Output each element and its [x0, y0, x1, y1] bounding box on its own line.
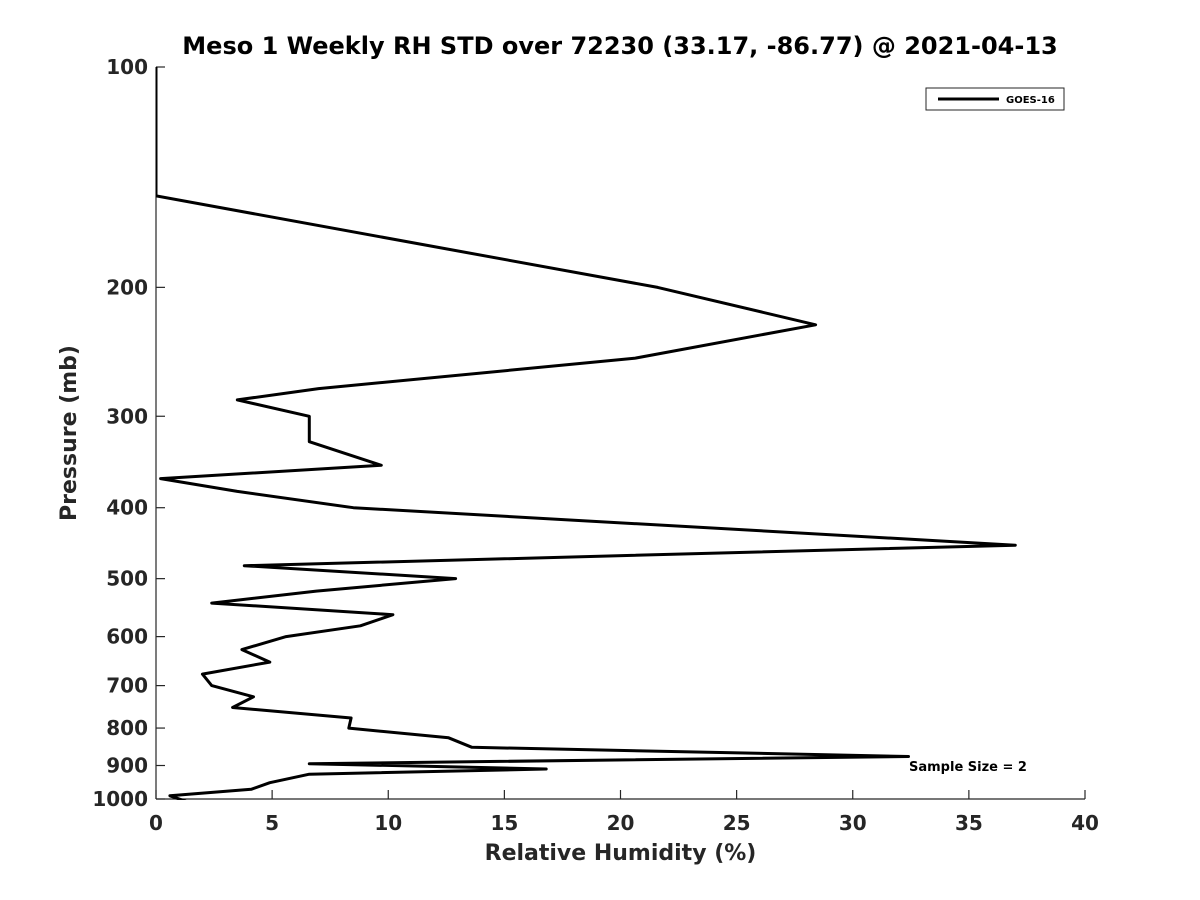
- y-tick-label: 500: [106, 567, 148, 591]
- y-tick-label: 700: [106, 674, 148, 698]
- x-tick-label: 15: [490, 811, 518, 835]
- x-axis-label: Relative Humidity (%): [485, 841, 757, 866]
- chart-title: Meso 1 Weekly RH STD over 72230 (33.17, …: [182, 32, 1057, 60]
- sample-size-annotation: Sample Size = 2: [909, 760, 1027, 775]
- x-tick-label: 40: [1071, 811, 1099, 835]
- y-tick-label: 400: [106, 496, 148, 520]
- y-tick-label: 1000: [92, 787, 148, 811]
- series-line-goes-16: [156, 67, 1017, 800]
- y-tick-label: 300: [106, 404, 148, 428]
- legend: GOES-16: [925, 87, 1065, 111]
- y-tick-label: 800: [106, 716, 148, 740]
- legend-label: GOES-16: [1006, 95, 1055, 106]
- series-layer: [156, 67, 1017, 800]
- x-tick-label: 30: [839, 811, 867, 835]
- x-tick-label: 35: [955, 811, 983, 835]
- y-tick-label: 200: [106, 275, 148, 299]
- y-tick-label: 100: [106, 55, 148, 79]
- y-tick-label: 600: [106, 625, 148, 649]
- y-tick-label: 900: [106, 754, 148, 778]
- axes: 0 5 10 15 20 25 30 35 40 100 200 300 400 500 600 700 800…: [92, 55, 1099, 835]
- x-tick-label: 0: [149, 811, 163, 835]
- x-tick-label: 10: [374, 811, 402, 835]
- x-tick-label: 20: [607, 811, 635, 835]
- y-axis-label: Pressure (mb): [57, 345, 82, 521]
- x-tick-label: 25: [723, 811, 751, 835]
- x-tick-label: 5: [265, 811, 279, 835]
